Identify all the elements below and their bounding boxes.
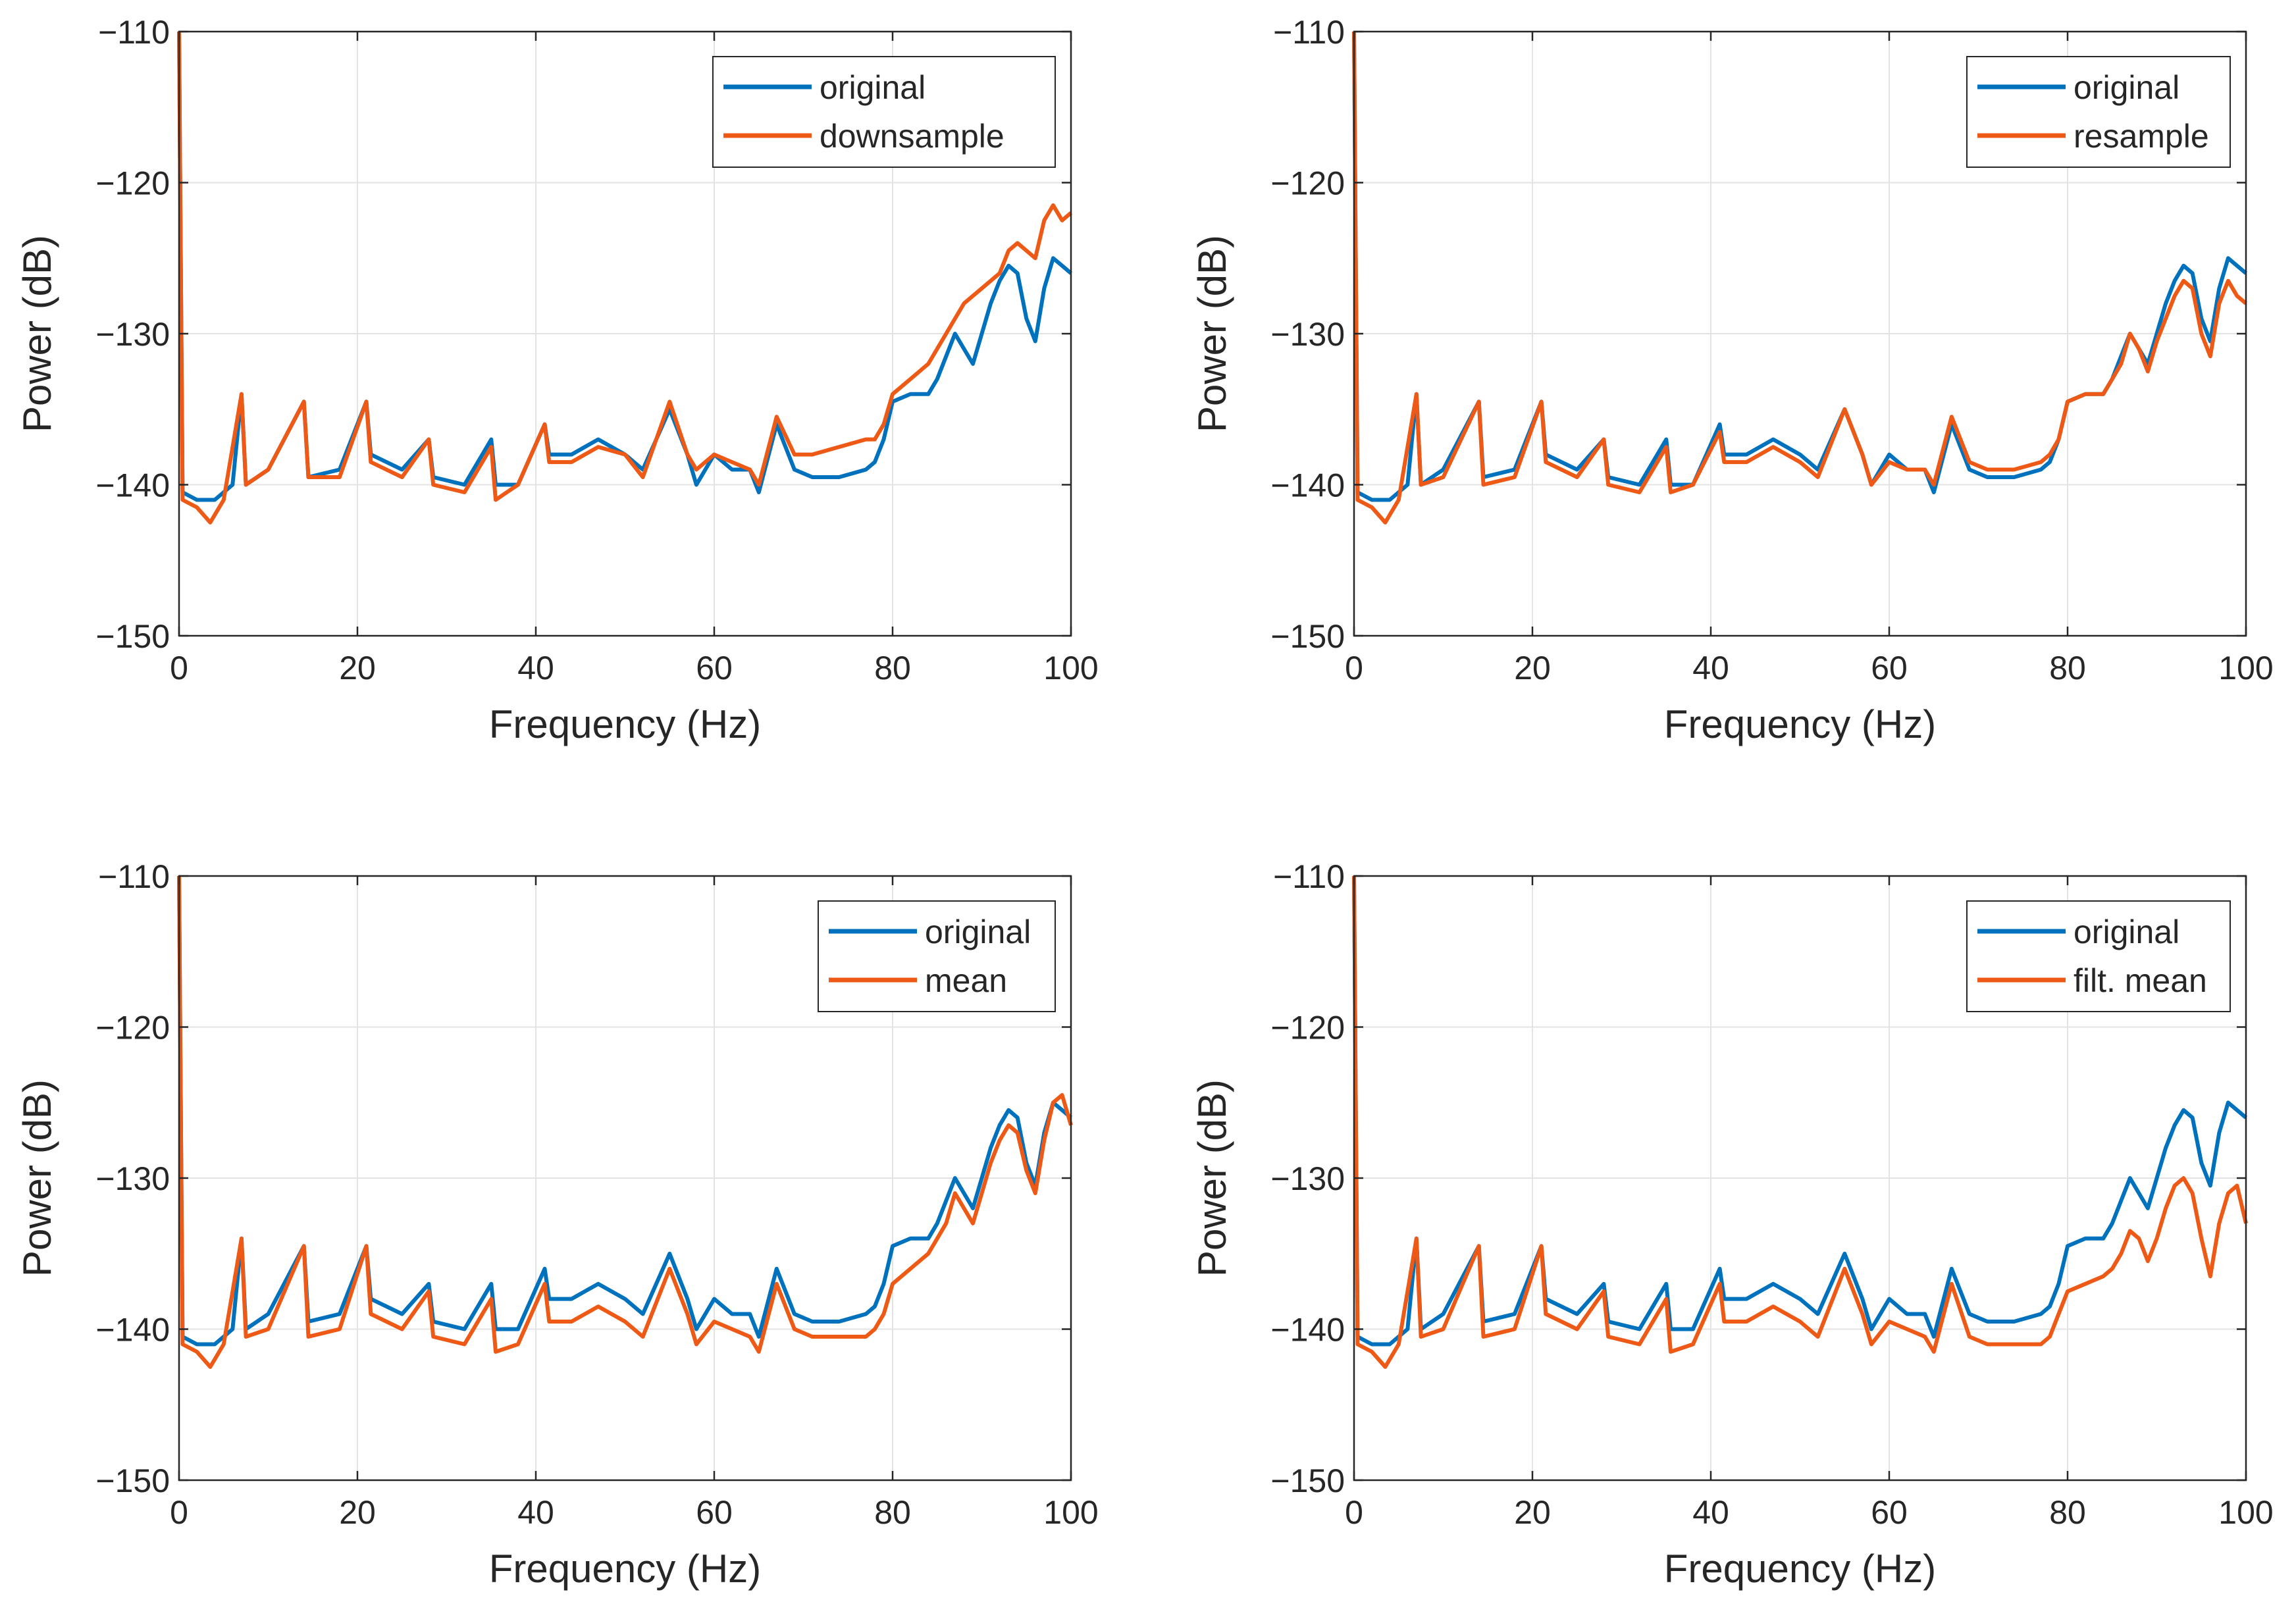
series-line-downsample xyxy=(177,31,1072,525)
legend: original resample xyxy=(1966,56,2231,168)
legend-entry-label: original xyxy=(2074,914,2179,950)
y-tick-label: −110 xyxy=(98,858,170,895)
x-tick-label: 0 xyxy=(1345,650,1363,686)
x-tick-label: 40 xyxy=(1692,650,1729,686)
series-line-original xyxy=(1352,875,2247,1347)
series-line-original xyxy=(1352,31,2247,502)
series-line-original xyxy=(177,875,1072,1347)
legend-entry-label: original xyxy=(2074,69,2179,106)
y-tick-label: −110 xyxy=(98,14,170,51)
legend-box xyxy=(818,900,1056,1012)
y-tick-label: −140 xyxy=(1270,467,1345,504)
y-tick-label: −150 xyxy=(1270,618,1345,655)
legend-entry-label: mean xyxy=(925,962,1007,999)
y-tick-label: −120 xyxy=(1270,1010,1345,1046)
y-axis-label: Power (dB) xyxy=(15,1079,59,1277)
x-axis-label: Frequency (Hz) xyxy=(1664,1547,1936,1591)
y-tick-label: −120 xyxy=(95,165,170,202)
x-tick-label: 80 xyxy=(2049,1494,2086,1531)
y-tick-label: −110 xyxy=(1273,14,1345,51)
x-tick-label: 40 xyxy=(517,650,554,686)
x-axis-label: Frequency (Hz) xyxy=(489,702,761,746)
x-tick-label: 20 xyxy=(339,650,376,686)
x-tick-label: 60 xyxy=(1871,1494,1908,1531)
x-tick-label: 100 xyxy=(1043,1494,1098,1531)
chart-panel-3: 0 20 40 60 80 100 −150 −140 −130 −120 −110 Frequenc… xyxy=(15,858,1099,1591)
legend-box xyxy=(1966,56,2231,168)
y-axis-label: Power (dB) xyxy=(1190,1079,1234,1277)
y-tick-label: −150 xyxy=(1270,1462,1345,1499)
chart-panel-2: 0 20 40 60 80 100 −150 −140 −130 −120 −110 Frequenc… xyxy=(1190,14,2274,746)
x-tick-label: 60 xyxy=(696,1494,733,1531)
x-tick-label: 0 xyxy=(1345,1494,1363,1531)
y-tick-label: −110 xyxy=(1273,858,1345,895)
legend-box xyxy=(712,56,1056,168)
legend: original mean xyxy=(818,900,1056,1012)
chart-panel-4: 0 20 40 60 80 100 −150 −140 −130 −120 −110 Frequenc… xyxy=(1190,858,2274,1591)
y-tick-label: −130 xyxy=(95,316,170,353)
y-tick-label: −150 xyxy=(95,1462,170,1499)
y-tick-label: −130 xyxy=(95,1160,170,1197)
series-line-mean xyxy=(177,875,1073,1369)
x-axis-label: Frequency (Hz) xyxy=(1664,702,1936,746)
y-tick-label: −140 xyxy=(95,467,170,504)
y-axis-label: Power (dB) xyxy=(1190,235,1234,432)
x-tick-label: 100 xyxy=(1043,650,1098,686)
chart-panel-1: 0 20 40 60 80 100 −150 −140 −130 −120 −110 Frequenc… xyxy=(15,14,1099,746)
legend-entry-label: original xyxy=(820,69,926,106)
x-tick-label: 80 xyxy=(874,650,911,686)
x-tick-label: 0 xyxy=(170,650,188,686)
series-line-filt-mean xyxy=(1352,875,2248,1369)
y-tick-label: −130 xyxy=(1270,316,1345,353)
x-tick-label: 40 xyxy=(1692,1494,1729,1531)
legend: original downsample xyxy=(712,56,1056,168)
x-tick-label: 100 xyxy=(2218,1494,2273,1531)
y-tick-label: −150 xyxy=(95,618,170,655)
x-tick-label: 40 xyxy=(517,1494,554,1531)
x-tick-label: 20 xyxy=(339,1494,376,1531)
legend-entry-label: filt. mean xyxy=(2074,962,2207,999)
x-tick-label: 80 xyxy=(874,1494,911,1531)
y-tick-label: −130 xyxy=(1270,1160,1345,1197)
y-tick-label: −140 xyxy=(1270,1312,1345,1349)
x-tick-label: 60 xyxy=(1871,650,1908,686)
x-tick-label: 20 xyxy=(1514,650,1551,686)
x-tick-label: 60 xyxy=(696,650,733,686)
x-tick-label: 80 xyxy=(2049,650,2086,686)
legend-box xyxy=(1966,900,2231,1012)
legend-entry-label: original xyxy=(925,914,1031,950)
y-axis-label: Power (dB) xyxy=(15,235,59,432)
series-line-resample xyxy=(1352,31,2247,525)
x-axis-label: Frequency (Hz) xyxy=(489,1547,761,1591)
legend-entry-label: resample xyxy=(2074,118,2209,155)
x-tick-label: 100 xyxy=(2218,650,2273,686)
y-tick-label: −140 xyxy=(95,1312,170,1349)
legend: original filt. mean xyxy=(1966,900,2231,1012)
y-tick-label: −120 xyxy=(1270,165,1345,202)
y-tick-label: −120 xyxy=(95,1010,170,1046)
x-tick-label: 20 xyxy=(1514,1494,1551,1531)
legend-entry-label: downsample xyxy=(820,118,1004,155)
x-tick-label: 0 xyxy=(170,1494,188,1531)
